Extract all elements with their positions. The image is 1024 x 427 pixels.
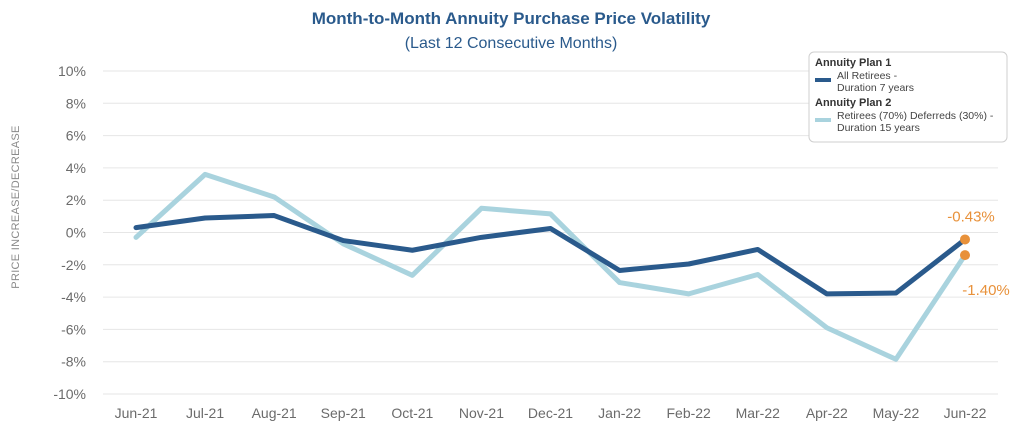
data-point-marker [960,234,970,245]
legend-series-2-title: Annuity Plan 2 [815,97,891,109]
x-tick-label: Feb-22 [666,405,711,421]
x-tick-label: Jun-22 [944,405,987,421]
y-tick-label: -10% [53,386,86,402]
y-tick-label: 6% [66,128,86,144]
x-tick-label: Jul-21 [186,405,224,421]
x-tick-label: Nov-21 [459,405,504,421]
data-label: -0.43% [947,208,995,225]
data-point-marker [960,250,970,261]
x-tick-label: Oct-21 [391,405,433,421]
x-tick-label: May-22 [873,405,920,421]
y-tick-labels: -10% -8% -6% -4% -2% 0% 2% 4% 6% 8% 10% [53,63,86,402]
y-tick-label: -6% [61,321,86,337]
y-tick-label: 10% [58,63,86,79]
chart-subtitle: (Last 12 Consecutive Months) [405,35,618,52]
x-tick-labels: Jun-21 Jul-21 Aug-21 Sep-21 Oct-21 Nov-21 Dec-… [115,405,987,421]
data-label: -1.40% [962,282,1010,299]
x-tick-label: Jun-21 [115,405,158,421]
legend-series-2-desc-line2: Duration 15 years [837,122,920,134]
y-tick-label: -8% [61,354,86,370]
y-tick-label: 8% [66,95,86,111]
y-axis-label: PRICE INCREASE/DECREASE [10,125,22,288]
series-lines [133,171,968,362]
legend-series-1-desc-line1: All Retirees - [837,70,898,82]
legend-series-1-title: Annuity Plan 1 [815,57,891,69]
series-line-1 [133,213,968,297]
series-line-2 [133,171,968,362]
x-tick-label: Aug-21 [252,405,297,421]
x-tick-label: Mar-22 [736,405,781,421]
y-tick-label: 4% [66,160,86,176]
legend: Annuity Plan 1 All Retirees - Duration 7… [808,51,1008,143]
x-tick-label: Sep-21 [321,405,366,421]
y-tick-label: -4% [61,289,86,305]
chart-title: Month-to-Month Annuity Purchase Price Vo… [312,9,711,28]
y-tick-label: 2% [66,192,86,208]
y-tick-label: 0% [66,225,86,241]
y-tick-label: -2% [61,257,86,273]
x-tick-label: Apr-22 [806,405,848,421]
data-label-markers: -0.43% -1.40% [947,208,1010,299]
legend-box [808,51,1008,143]
legend-series-2-desc-line1: Retirees (70%) Deferreds (30%) - [837,110,994,122]
x-tick-label: Jan-22 [598,405,641,421]
x-tick-label: Dec-21 [528,405,573,421]
legend-series-1-desc-line2: Duration 7 years [837,82,914,94]
